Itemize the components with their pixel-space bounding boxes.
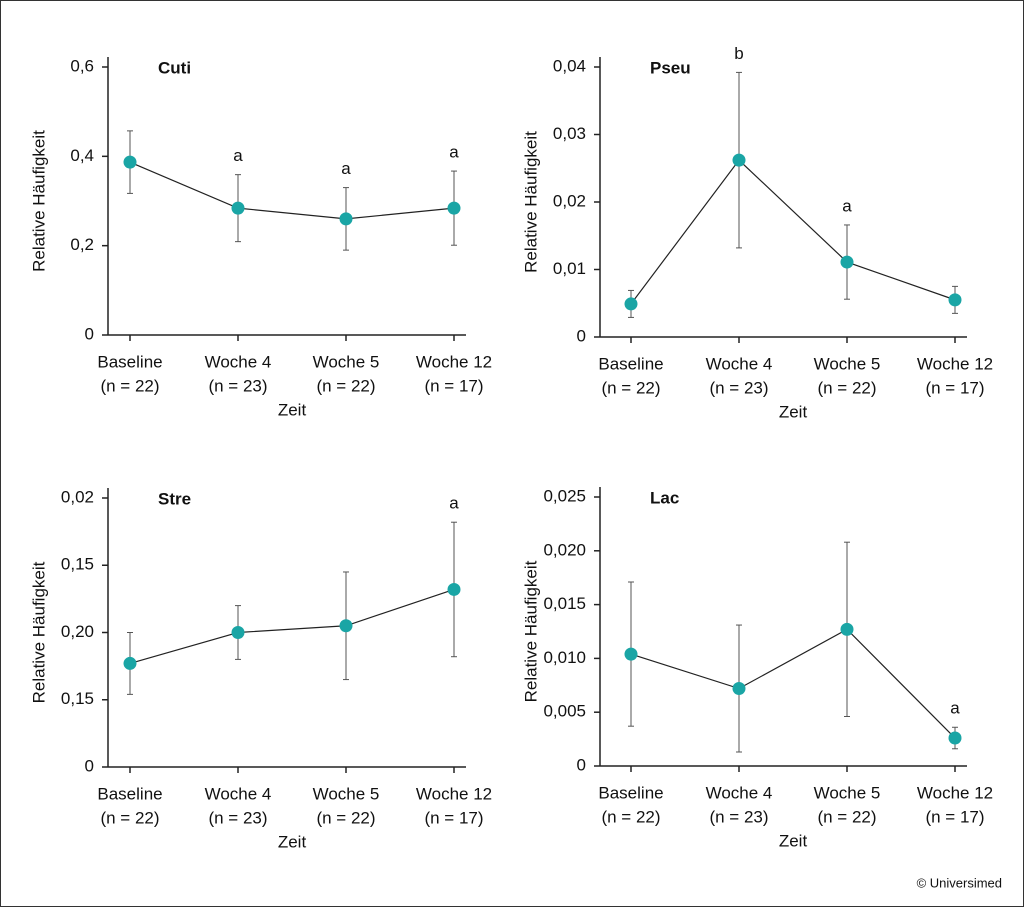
data-point — [948, 731, 962, 745]
n-label: (n = 23) — [709, 378, 768, 397]
y-tick-label: 0,020 — [543, 540, 586, 559]
y-axis-label: Relative Häufigkeit — [29, 561, 48, 703]
x-tick-label: Woche 5 — [814, 783, 881, 802]
x-tick-label: Woche 4 — [205, 352, 272, 371]
n-label: (n = 23) — [208, 808, 267, 827]
annotation: a — [233, 146, 243, 165]
x-tick-label: Baseline — [598, 783, 663, 802]
y-tick-label: 0 — [577, 326, 586, 345]
data-point — [948, 293, 962, 307]
panel-title: Cuti — [158, 58, 191, 77]
data-point — [732, 153, 746, 167]
x-tick-label: Woche 4 — [706, 783, 773, 802]
data-point — [624, 297, 638, 311]
panel-title: Pseu — [650, 58, 691, 77]
y-tick-label: 0,4 — [70, 146, 94, 165]
data-point — [840, 255, 854, 269]
annotation: a — [449, 143, 459, 162]
n-label: (n = 22) — [316, 376, 375, 395]
y-tick-label: 0 — [85, 756, 94, 775]
x-tick-label: Woche 12 — [917, 354, 993, 373]
x-tick-label: Woche 12 — [416, 784, 492, 803]
n-label: (n = 22) — [601, 807, 660, 826]
y-axis-label: Relative Häufigkeit — [521, 131, 540, 273]
x-tick-label: Woche 4 — [205, 784, 272, 803]
x-tick-label: Woche 5 — [313, 784, 380, 803]
y-tick-label: 0,02 — [61, 487, 94, 506]
y-tick-label: 0,2 — [70, 235, 94, 254]
x-tick-label: Woche 12 — [917, 783, 993, 802]
y-tick-label: 0,015 — [543, 594, 586, 613]
panel-title: Lac — [650, 488, 679, 507]
n-label: (n = 22) — [601, 378, 660, 397]
x-tick-label: Baseline — [598, 354, 663, 373]
n-label: (n = 22) — [316, 808, 375, 827]
y-tick-label: 0,15 — [61, 689, 94, 708]
series-line — [630, 159, 956, 305]
data-point — [447, 201, 461, 215]
x-axis-label: Zeit — [278, 400, 307, 419]
data-point — [123, 155, 137, 169]
data-point — [339, 619, 353, 633]
y-tick-label: 0,010 — [543, 648, 586, 667]
n-label: (n = 23) — [208, 376, 267, 395]
y-axis-label: Relative Häufigkeit — [521, 560, 540, 702]
y-tick-label: 0,03 — [553, 124, 586, 143]
n-label: (n = 17) — [925, 807, 984, 826]
x-tick-label: Woche 4 — [706, 354, 773, 373]
y-tick-label: 0,025 — [543, 486, 586, 505]
annotation: a — [950, 699, 960, 718]
data-point — [732, 682, 746, 696]
n-label: (n = 17) — [925, 378, 984, 397]
y-tick-label: 0,01 — [553, 259, 586, 278]
x-axis-label: Zeit — [779, 831, 808, 850]
data-point — [624, 647, 638, 661]
panel-title: Stre — [158, 489, 191, 508]
x-tick-label: Baseline — [97, 784, 162, 803]
series-line — [630, 628, 956, 739]
annotation: a — [449, 494, 459, 513]
y-tick-label: 0,02 — [553, 191, 586, 210]
x-axis-label: Zeit — [779, 402, 808, 421]
y-tick-label: 0,04 — [553, 56, 586, 75]
footer: © Universimed — [917, 875, 1002, 890]
n-label: (n = 22) — [100, 376, 159, 395]
x-tick-label: Woche 12 — [416, 352, 492, 371]
annotation: a — [341, 159, 351, 178]
series-line — [129, 161, 455, 220]
annotation: a — [842, 196, 852, 215]
y-tick-label: 0 — [85, 324, 94, 343]
x-tick-label: Woche 5 — [814, 354, 881, 373]
data-point — [123, 656, 137, 670]
n-label: (n = 23) — [709, 807, 768, 826]
annotation: b — [734, 44, 743, 63]
y-tick-label: 0,15 — [61, 555, 94, 574]
n-label: (n = 22) — [817, 807, 876, 826]
y-tick-label: 0 — [577, 755, 586, 774]
data-point — [840, 622, 854, 636]
data-point — [447, 582, 461, 596]
y-tick-label: 0,20 — [61, 622, 94, 641]
n-label: (n = 22) — [817, 378, 876, 397]
series-line — [129, 588, 455, 665]
data-point — [339, 212, 353, 226]
y-axis-label: Relative Häufigkeit — [29, 130, 48, 272]
n-label: (n = 22) — [100, 808, 159, 827]
n-label: (n = 17) — [424, 376, 483, 395]
y-tick-label: 0,6 — [70, 56, 94, 75]
n-label: (n = 17) — [424, 808, 483, 827]
y-tick-label: 0,005 — [543, 702, 586, 721]
data-point — [231, 626, 245, 639]
x-tick-label: Baseline — [97, 352, 162, 371]
x-tick-label: Woche 5 — [313, 352, 380, 371]
data-point — [231, 201, 245, 215]
x-axis-label: Zeit — [278, 832, 307, 851]
